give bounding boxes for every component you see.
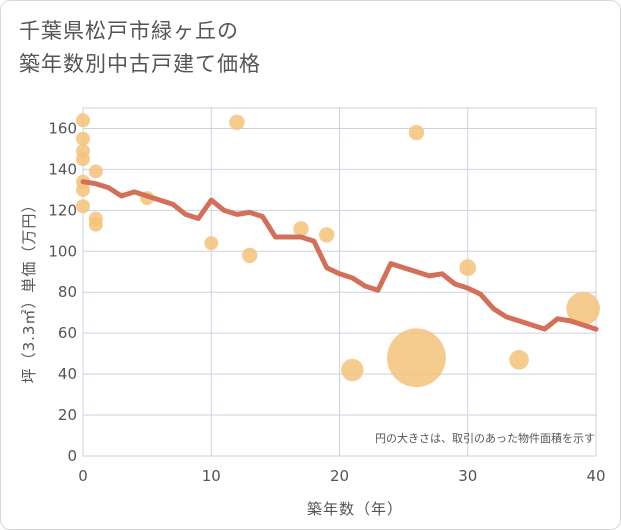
x-axis-label: 築年数（年） [307, 500, 403, 518]
y-tick-label-5: 100 [48, 242, 77, 260]
scatter-point-21 [566, 291, 600, 326]
scatter-point-17 [408, 124, 425, 141]
scatter-point-15 [318, 227, 335, 243]
trend-line-group [80, 179, 599, 332]
chart-title-line-1: 千葉県松戸市緑ヶ丘の [19, 19, 239, 43]
y-tick-label-1: 20 [58, 406, 77, 424]
scatter-point-19 [459, 259, 477, 277]
x-tick-label-0: 0 [78, 467, 88, 485]
grid-lines [82, 107, 597, 457]
size-legend-note: 円の大きさは、取引のあった物件面積を示す [375, 431, 595, 445]
scatter-point-13 [242, 247, 258, 264]
plot-frame [82, 107, 597, 457]
scatter-point-11 [204, 236, 219, 251]
y-tick-labels: 0 20 40 60 80 100 120 140 160 [48, 119, 77, 465]
chart-title: 千葉県松戸市緑ヶ丘の 築年数別中古戸建て価格 [19, 15, 579, 81]
x-tick-label-1: 10 [202, 467, 221, 485]
scatter-point-9 [88, 217, 103, 232]
scatter-point-18 [387, 328, 446, 388]
scatter-point-20 [509, 349, 529, 370]
scatter-point-14 [293, 221, 309, 237]
y-tick-label-8: 160 [48, 119, 77, 137]
y-tick-label-3: 60 [58, 324, 77, 342]
scatter-point-5 [76, 182, 90, 197]
scatter-point-1 [76, 131, 90, 146]
x-tick-label-2: 20 [330, 467, 349, 485]
y-axis-label: 坪（3.3㎡）単価（万円） [20, 197, 38, 384]
x-tick-labels: 0 10 20 30 40 [78, 467, 605, 485]
y-tick-label-0: 0 [67, 447, 77, 465]
scatter-point-6 [76, 199, 90, 214]
scatter-point-16 [341, 358, 364, 382]
y-tick-label-2: 40 [58, 365, 77, 383]
chart-title-line-2: 築年数別中古戸建て価格 [19, 52, 261, 76]
scatter-point-7 [88, 164, 103, 179]
scatter-point-12 [229, 114, 245, 131]
scatter-points [76, 113, 600, 388]
y-tick-label-7: 140 [48, 160, 77, 178]
y-tick-label-6: 120 [48, 201, 77, 219]
scatter-point-0 [76, 113, 90, 128]
trend-line [80, 179, 599, 332]
y-tick-label-4: 80 [58, 283, 77, 301]
scatter-point-3 [76, 152, 90, 167]
x-tick-label-4: 40 [586, 467, 605, 485]
x-tick-label-3: 30 [458, 467, 477, 485]
